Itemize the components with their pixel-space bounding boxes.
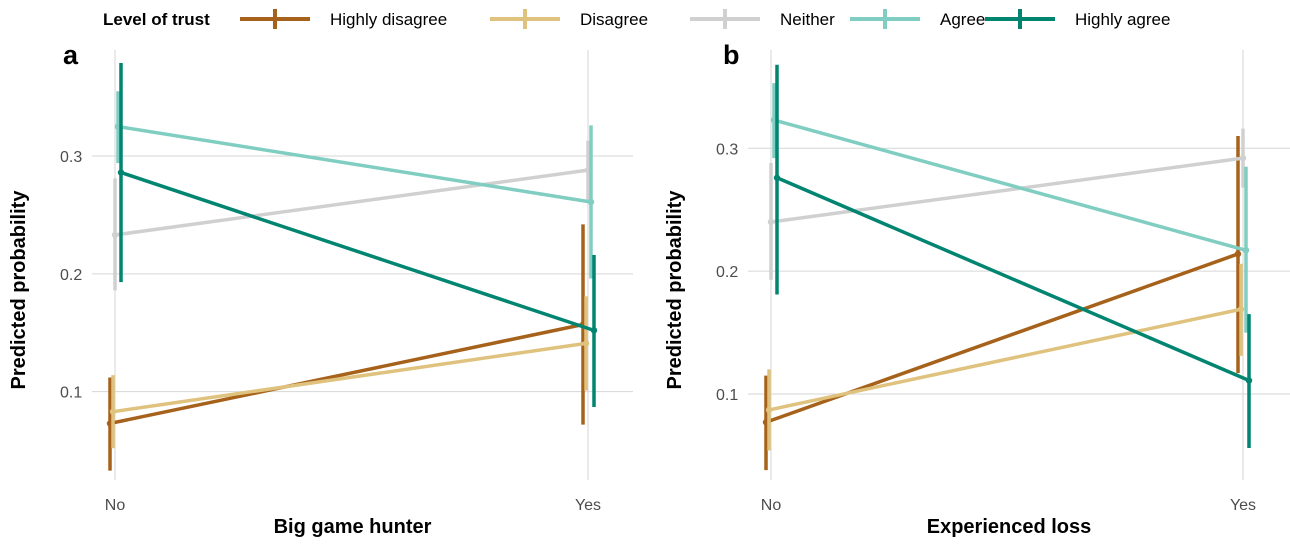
series-line — [769, 156, 1245, 224]
series-line — [767, 307, 1243, 412]
y-axis-title: Predicted probability — [8, 190, 30, 390]
data-point — [582, 340, 590, 347]
data-point — [765, 406, 773, 414]
series-line — [108, 322, 585, 426]
panel-b: 0.1 0.2 0.3 No Yes Experienced loss Predicted … — [664, 40, 1290, 538]
data-point — [1245, 377, 1253, 384]
series-neither — [111, 140, 592, 291]
series-agree — [770, 83, 1250, 333]
data-point — [109, 408, 117, 415]
legend-title: Level of trust — [103, 10, 210, 29]
series-highly-disagree — [762, 136, 1242, 471]
legend-item-label: Neither — [780, 10, 835, 29]
series-line — [116, 124, 593, 204]
series-neither — [767, 128, 1247, 280]
legend-item-label: Highly disagree — [330, 10, 447, 29]
y-tick-label: 0.3 — [716, 141, 738, 158]
data-point — [1237, 306, 1245, 313]
x-axis-title: Experienced loss — [927, 516, 1092, 538]
series-line — [775, 176, 1251, 383]
data-point — [1239, 154, 1247, 162]
data-point — [1242, 247, 1250, 254]
series-line — [772, 118, 1248, 253]
panel-a: 0.1 0.2 0.3 No Yes Big game hunter Predicted p… — [8, 40, 633, 538]
panel-label: b — [723, 40, 740, 70]
legend-item-label: Agree — [940, 10, 985, 29]
data-point — [111, 231, 119, 239]
y-tick-label: 0.3 — [60, 149, 82, 166]
series-line — [111, 341, 588, 414]
panel-label: a — [63, 40, 79, 70]
data-point — [590, 327, 598, 334]
y-tick-label: 0.1 — [60, 385, 82, 402]
series-highly-disagree — [106, 224, 587, 471]
legend: Level of trust Highly disagree Disagree Ne… — [103, 9, 1170, 29]
series-line — [113, 168, 590, 237]
legend-item-label: Highly agree — [1075, 10, 1170, 29]
series-disagree — [109, 296, 590, 449]
y-tick-label: 0.2 — [716, 264, 738, 281]
series-highly-agree — [117, 62, 598, 407]
legend-item-label: Disagree — [580, 10, 648, 29]
y-tick-label: 0.2 — [60, 267, 82, 284]
data-point — [117, 169, 125, 176]
x-tick-label: Yes — [1230, 497, 1256, 514]
series-disagree — [765, 263, 1245, 451]
x-tick-label: No — [761, 497, 782, 514]
data-point — [767, 218, 775, 226]
data-point — [1234, 250, 1242, 258]
series-agree — [114, 91, 595, 279]
x-tick-label: No — [105, 497, 126, 514]
y-axis-title: Predicted probability — [664, 190, 686, 390]
series-highly-agree — [773, 64, 1253, 449]
data-point — [587, 198, 595, 206]
x-tick-label: Yes — [575, 497, 601, 514]
series-line — [119, 170, 596, 333]
x-axis-title: Big game hunter — [274, 516, 432, 538]
data-point — [773, 174, 781, 181]
y-tick-label: 0.1 — [716, 387, 738, 404]
